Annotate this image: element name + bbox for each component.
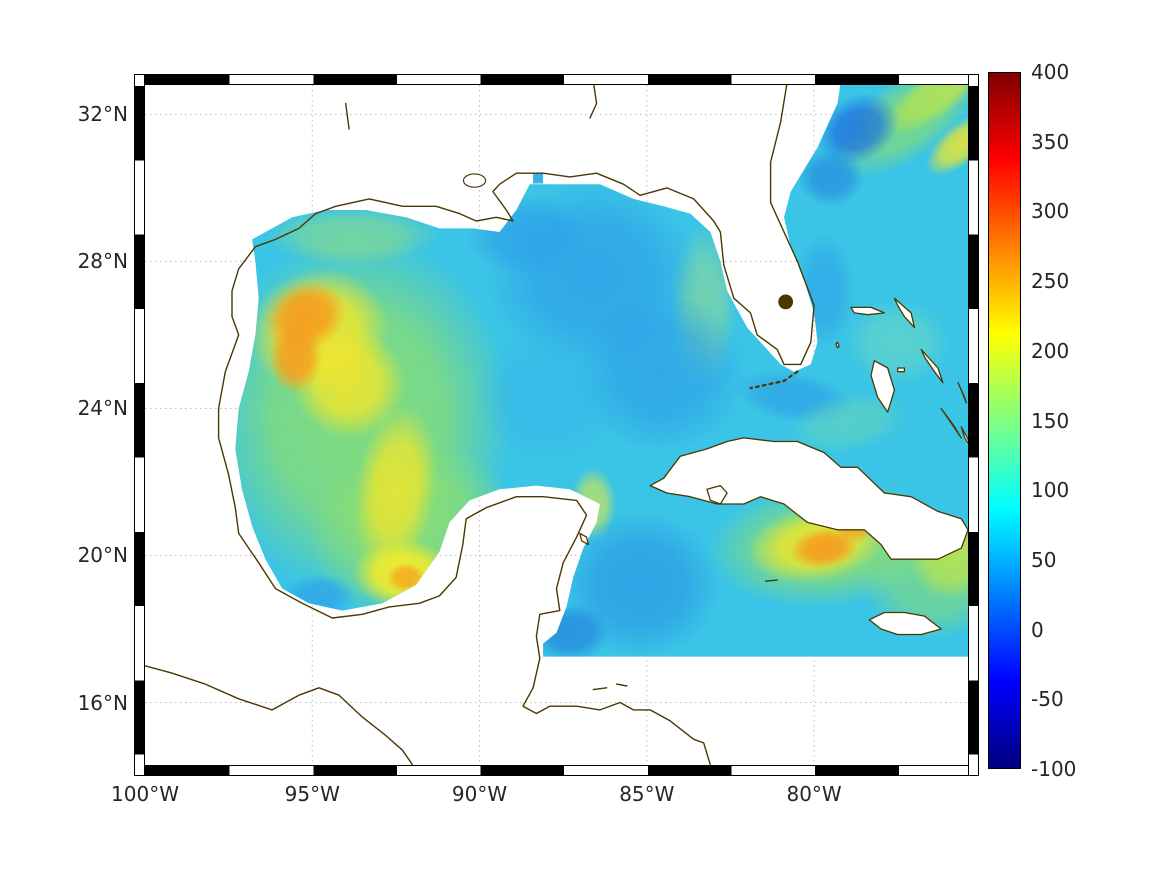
heatmap-feature-central-gulf-blue-tinge	[472, 331, 621, 464]
heatmap-feature-campeche-orange-dot	[385, 562, 427, 593]
island-exuma	[940, 407, 962, 439]
island-eleuthera	[920, 348, 944, 384]
coastline-grand-cayman	[764, 579, 778, 582]
heatmap-feature-w-gulf-yellow-column	[354, 405, 438, 574]
island-jamaica	[868, 611, 942, 636]
map-frame-top	[134, 74, 979, 85]
map-plot-area	[145, 85, 968, 765]
y-tick-label: 20°N	[77, 543, 128, 568]
colorbar-tick-label: 250	[1031, 269, 1070, 294]
heatmap-feature-mobile-bay	[533, 173, 544, 184]
heatmap-feature-w-gulf-orange-core-2	[268, 320, 323, 394]
colorbar	[988, 72, 1021, 769]
colorbar-tick-label: 0	[1031, 617, 1044, 642]
coastline-florida-keys	[749, 370, 799, 390]
map-frame-bottom	[134, 765, 979, 776]
map-frame-left	[134, 74, 145, 776]
coastline-river-alabama	[589, 85, 598, 119]
colorbar-tick-label: 50	[1031, 547, 1057, 572]
colorbar-tick-label: 350	[1031, 129, 1070, 154]
heatmap-feature-cuba-north-green	[788, 392, 908, 454]
colorbar-tick-label: -100	[1031, 757, 1077, 781]
heatmap-field	[235, 85, 968, 657]
colorbar-tick-label: 100	[1031, 478, 1070, 503]
coastline-north-america-gulf-coast	[217, 85, 815, 765]
x-tick-label: 85°W	[619, 782, 675, 806]
x-tick-label: 90°W	[451, 782, 508, 806]
y-tick-label: 24°N	[77, 396, 128, 421]
y-tick-label: 28°N	[77, 249, 128, 274]
lake-okeechobee	[778, 294, 794, 310]
map-frame-right	[968, 74, 979, 776]
island-cozumel	[579, 532, 589, 546]
heatmap-feature-delta-blue	[466, 195, 587, 277]
coastline-bay-island-guanaja	[616, 683, 628, 687]
island-new-providence	[897, 367, 906, 373]
island-cuba	[649, 437, 968, 560]
x-tick-label: 95°W	[284, 782, 340, 806]
heatmap-feature-bahamas-cyan-green	[844, 298, 952, 387]
island-cat-island	[957, 382, 967, 404]
heatmap-feature-atl-blue-patch	[816, 93, 899, 166]
colorbar-tick-label: -50	[1031, 687, 1064, 712]
heatmap-feature-bahamas-yellow-streak-2	[925, 111, 968, 176]
lake-pontchartrain	[462, 173, 487, 188]
island-grand-bahama	[850, 306, 886, 316]
heatmap-feature-honduras-blue	[529, 603, 611, 657]
island-abaco	[893, 297, 916, 329]
heatmap-feature-fl-east-blue	[794, 232, 855, 350]
island-long-island	[960, 426, 968, 444]
y-tick-label: 32°N	[77, 102, 128, 127]
coastline-pacific-coast-mexico	[145, 665, 414, 765]
colorbar-tick-label: 150	[1031, 408, 1070, 433]
island-isla-de-la-juventud	[706, 484, 728, 505]
heatmap-feature-atl-blue-patch-2	[797, 147, 865, 207]
colorbar-tick-label: 300	[1031, 199, 1070, 224]
coastline-bay-island-roatan	[592, 687, 608, 691]
colorbar-tick-label: 200	[1031, 338, 1070, 363]
island-andros	[870, 360, 896, 413]
x-tick-label: 80°W	[786, 782, 842, 806]
island-bimini	[835, 341, 840, 349]
x-tick-label: 100°W	[111, 782, 179, 806]
colorbar-tick-label: 400	[1031, 60, 1070, 84]
y-tick-label: 16°N	[77, 690, 128, 715]
heatmap-feature-n-shelf-green	[265, 206, 440, 266]
coastline-river-red	[344, 102, 350, 130]
